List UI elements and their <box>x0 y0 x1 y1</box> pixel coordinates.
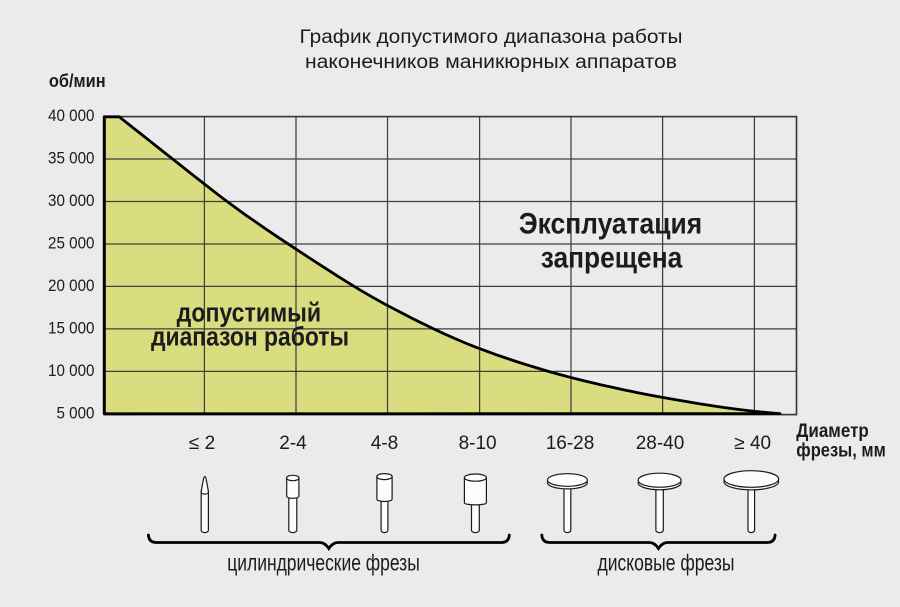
svg-text:25 000: 25 000 <box>48 235 95 253</box>
svg-text:График допустимого диапазона р: График допустимого диапазона работы <box>300 27 683 48</box>
svg-text:об/мин: об/мин <box>49 71 106 91</box>
svg-text:5 000: 5 000 <box>57 404 95 422</box>
svg-text:допустимый: допустимый <box>177 298 322 328</box>
svg-text:запрещена: запрещена <box>541 241 683 274</box>
svg-text:4-8: 4-8 <box>371 433 398 454</box>
svg-text:Эксплуатация: Эксплуатация <box>519 207 702 240</box>
svg-text:фрезы, мм: фрезы, мм <box>796 440 886 461</box>
svg-text:цилиндрические фрезы: цилиндрические фрезы <box>227 550 420 576</box>
svg-text:2-4: 2-4 <box>279 433 307 454</box>
svg-text:40 000: 40 000 <box>48 107 95 125</box>
svg-text:дисковые фрезы: дисковые фрезы <box>598 550 735 576</box>
svg-text:15 000: 15 000 <box>48 319 95 337</box>
svg-text:35 000: 35 000 <box>48 150 95 168</box>
svg-text:10 000: 10 000 <box>48 362 95 380</box>
svg-text:диапазон работы: диапазон работы <box>151 322 349 352</box>
svg-text:28-40: 28-40 <box>636 433 685 454</box>
svg-text:20 000: 20 000 <box>48 277 95 295</box>
svg-text:16-28: 16-28 <box>546 433 595 454</box>
svg-text:Диаметр: Диаметр <box>796 421 869 442</box>
svg-text:наконечников маникюрных аппара: наконечников маникюрных аппаратов <box>305 52 677 73</box>
svg-text:30 000: 30 000 <box>48 192 95 210</box>
svg-text:≤ 2: ≤ 2 <box>189 433 215 454</box>
svg-text:8-10: 8-10 <box>459 433 497 454</box>
svg-text:≥ 40: ≥ 40 <box>734 433 771 454</box>
